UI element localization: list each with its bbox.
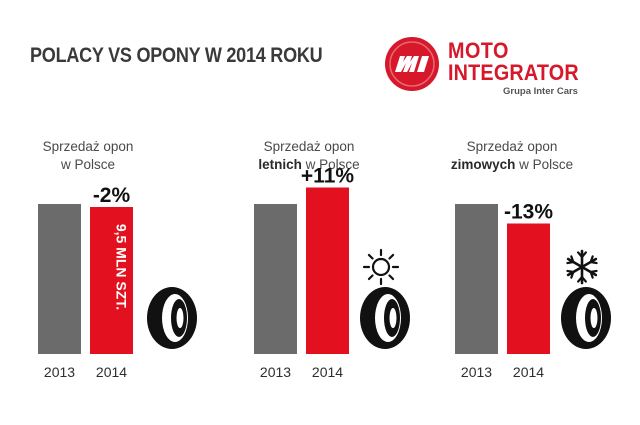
bar-2014 [507, 223, 550, 354]
chart-panel: 2013 2014 -13% [455, 201, 611, 380]
chart-panel: 2013 2014 +11% [254, 165, 410, 380]
sun-icon [362, 248, 400, 286]
page-title: POLACY VS OPONY W 2014 ROKU [30, 44, 323, 67]
bar-2014 [306, 187, 349, 354]
panel-title-prefix: Sprzedaż opon [42, 139, 134, 154]
logo-text-integrator: INTEGRATOR [448, 60, 579, 85]
panel-title-suffix: w Polsce [519, 157, 574, 172]
panel-title-prefix: Sprzedaż opon [263, 139, 355, 154]
change-percent-label: -2% [93, 184, 131, 207]
bar-2013 [455, 204, 498, 354]
change-percent-label: -13% [504, 201, 553, 224]
moto-integrator-logo: MOTO INTEGRATOR Grupa Inter Cars [384, 36, 594, 106]
tire-icon [360, 287, 410, 349]
bar-2014 [90, 207, 133, 354]
year-tick-label: 2013 [461, 364, 492, 380]
snowflake-icon [566, 249, 598, 285]
tire-icon [147, 287, 197, 349]
bar-value-label: 9,5 MLN SZT. [114, 224, 130, 310]
bar-2013 [38, 204, 81, 354]
logo-text-moto: MOTO [448, 38, 509, 63]
panel-title-prefix: Sprzedaż opon [466, 139, 558, 154]
panel-title-bold: zimowych [450, 157, 516, 172]
year-tick-label: 2014 [513, 364, 544, 380]
year-tick-label: 2013 [44, 364, 75, 380]
chart-panel: 2013 2014 -2% 9,5 MLN SZT. [38, 184, 197, 380]
logo-subtitle: Grupa Inter Cars [503, 86, 578, 97]
year-tick-label: 2013 [260, 364, 291, 380]
panel-title-bold: letnich [258, 157, 302, 172]
change-percent-label: +11% [301, 165, 354, 188]
bar-2013 [254, 204, 297, 354]
panel-title-suffix: w Polsce [60, 157, 116, 172]
panel-title-all: Sprzedaż opon w Polsce [0, 138, 188, 174]
tire-icon [561, 287, 611, 349]
logo-mark-icon [385, 37, 439, 91]
panel-title-winter: Sprzedaż opon zimowych w Polsce [412, 138, 612, 174]
panel-title-suffix: w Polsce [305, 157, 360, 172]
panel-title-summer: Sprzedaż opon letnich w Polsce [209, 138, 409, 174]
year-tick-label: 2014 [96, 364, 127, 380]
year-tick-label: 2014 [312, 364, 343, 380]
